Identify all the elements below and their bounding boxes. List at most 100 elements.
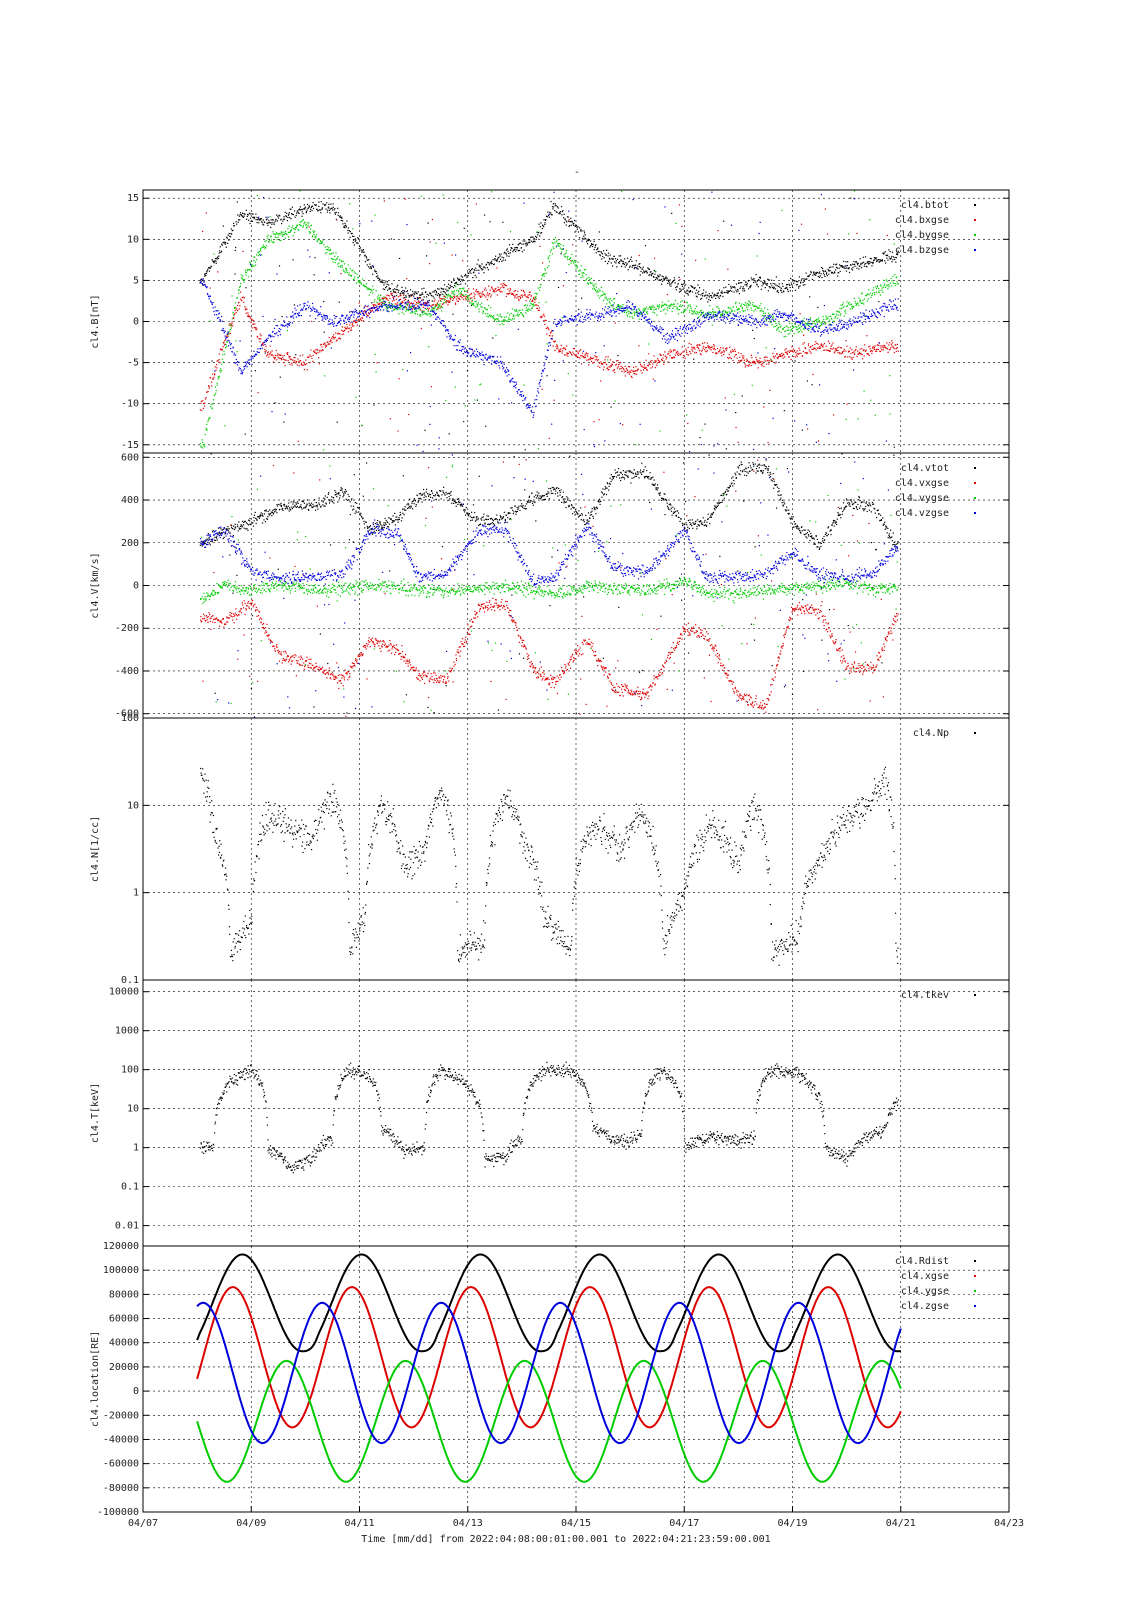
data-point bbox=[887, 284, 889, 286]
data-point bbox=[505, 371, 507, 373]
data-point bbox=[316, 239, 318, 241]
data-point bbox=[763, 365, 765, 367]
data-point bbox=[389, 297, 391, 300]
data-point bbox=[302, 309, 304, 311]
data-point bbox=[396, 306, 398, 308]
data-point bbox=[496, 267, 498, 269]
data-point bbox=[247, 269, 249, 271]
data-point bbox=[773, 287, 775, 289]
data-point bbox=[546, 343, 548, 345]
data-point bbox=[277, 236, 279, 238]
data-point bbox=[576, 355, 578, 357]
data-point bbox=[420, 315, 422, 317]
data-point bbox=[424, 429, 426, 431]
data-point bbox=[551, 249, 553, 251]
data-point bbox=[294, 307, 296, 309]
data-point bbox=[563, 222, 565, 224]
data-point bbox=[246, 215, 248, 218]
data-point bbox=[486, 359, 488, 361]
y-tick-label: -10 bbox=[121, 399, 139, 410]
data-point bbox=[294, 227, 297, 229]
data-point bbox=[403, 299, 405, 301]
data-point bbox=[771, 286, 774, 289]
data-point bbox=[460, 279, 463, 281]
data-point bbox=[761, 285, 763, 287]
data-point bbox=[610, 364, 612, 367]
data-point bbox=[434, 304, 437, 306]
data-point bbox=[433, 309, 435, 311]
data-point bbox=[272, 231, 274, 233]
data-point bbox=[893, 282, 895, 285]
data-point bbox=[854, 300, 856, 302]
data-point bbox=[330, 203, 332, 205]
data-point bbox=[210, 381, 213, 383]
data-point bbox=[654, 366, 656, 369]
data-point bbox=[790, 329, 793, 331]
data-point bbox=[501, 365, 504, 367]
data-point bbox=[614, 322, 616, 324]
data-point bbox=[488, 285, 490, 287]
data-point bbox=[525, 309, 527, 312]
data-point bbox=[317, 209, 319, 212]
data-point bbox=[784, 330, 786, 333]
data-point bbox=[226, 336, 228, 338]
data-point bbox=[824, 208, 827, 210]
data-point bbox=[402, 368, 404, 371]
data-point bbox=[252, 355, 254, 358]
data-point bbox=[205, 272, 207, 275]
data-point bbox=[835, 349, 837, 351]
data-point bbox=[634, 267, 636, 269]
data-point bbox=[614, 400, 616, 402]
data-point bbox=[303, 204, 305, 206]
data-point bbox=[236, 309, 239, 312]
data-point bbox=[353, 278, 355, 280]
data-point bbox=[349, 317, 351, 319]
data-point bbox=[208, 270, 211, 272]
data-point bbox=[870, 296, 872, 299]
data-point bbox=[578, 237, 581, 239]
data-point bbox=[454, 282, 456, 285]
data-point bbox=[697, 284, 699, 286]
data-point bbox=[496, 314, 498, 316]
data-point bbox=[324, 346, 327, 348]
data-point bbox=[460, 350, 463, 352]
data-point bbox=[357, 319, 359, 322]
data-point bbox=[475, 300, 477, 302]
data-point bbox=[602, 255, 604, 258]
data-point bbox=[535, 405, 537, 407]
data-point bbox=[229, 235, 231, 237]
data-point bbox=[889, 250, 891, 253]
data-point bbox=[776, 290, 778, 293]
data-point bbox=[312, 230, 314, 232]
data-point bbox=[300, 362, 303, 364]
data-point bbox=[452, 299, 454, 302]
data-point bbox=[510, 379, 512, 381]
data-point bbox=[381, 297, 383, 299]
data-point bbox=[860, 262, 862, 265]
data-point bbox=[262, 342, 264, 344]
data-point bbox=[657, 274, 659, 276]
data-point bbox=[332, 261, 334, 263]
data-point bbox=[560, 324, 562, 327]
data-point bbox=[440, 291, 442, 293]
data-point bbox=[494, 360, 496, 362]
data-point bbox=[303, 303, 305, 305]
data-point bbox=[798, 325, 800, 327]
data-point bbox=[596, 358, 598, 360]
data-point bbox=[428, 307, 430, 310]
data-point bbox=[280, 231, 282, 233]
data-point bbox=[571, 253, 573, 255]
data-point bbox=[304, 207, 306, 209]
data-point bbox=[523, 384, 525, 386]
data-point bbox=[209, 320, 211, 322]
data-point bbox=[655, 308, 657, 310]
data-point bbox=[738, 293, 740, 295]
data-point bbox=[437, 300, 440, 302]
data-point bbox=[629, 316, 631, 318]
data-point bbox=[681, 300, 683, 302]
data-point bbox=[613, 369, 615, 371]
data-point bbox=[777, 289, 779, 292]
data-point bbox=[214, 394, 216, 396]
data-point bbox=[524, 240, 526, 242]
data-point bbox=[239, 285, 242, 287]
